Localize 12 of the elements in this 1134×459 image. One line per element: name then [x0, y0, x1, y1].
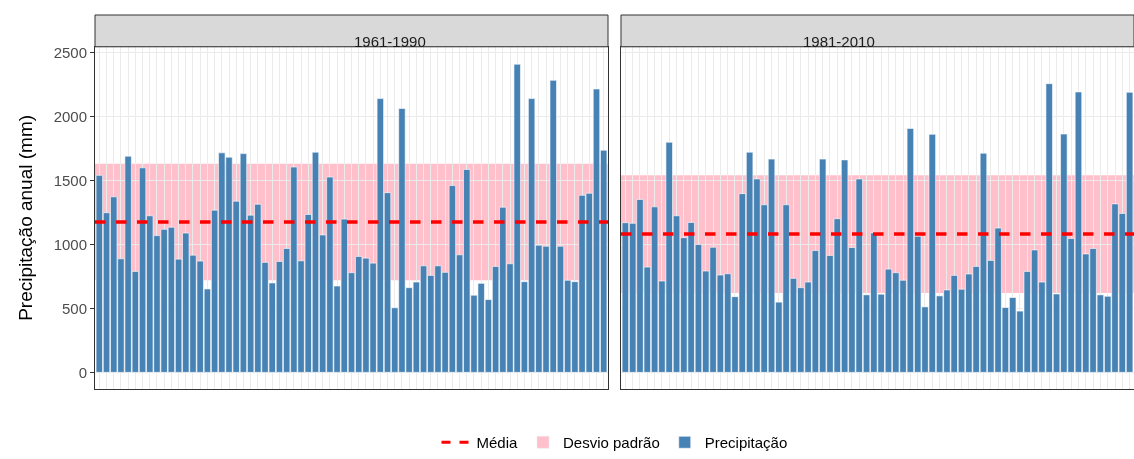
y-tick-label: 1500: [53, 171, 87, 189]
chart-title: 1981-2010: [803, 33, 875, 50]
y-tick-label: 1000: [53, 235, 87, 253]
y-tick-label: 500: [61, 299, 87, 317]
y-tick-label: 2000: [53, 107, 87, 125]
y-tick-label: 0: [78, 363, 87, 381]
chart-title: 1961-1990: [354, 33, 426, 50]
legend-label: Desvio padrão: [563, 434, 660, 452]
y-tick-label: 2500: [53, 43, 87, 61]
legend-label: Precipitação: [704, 434, 788, 452]
y-axis-title: Precipitação anual (mm): [15, 114, 37, 321]
legend-label: Média: [476, 434, 519, 452]
